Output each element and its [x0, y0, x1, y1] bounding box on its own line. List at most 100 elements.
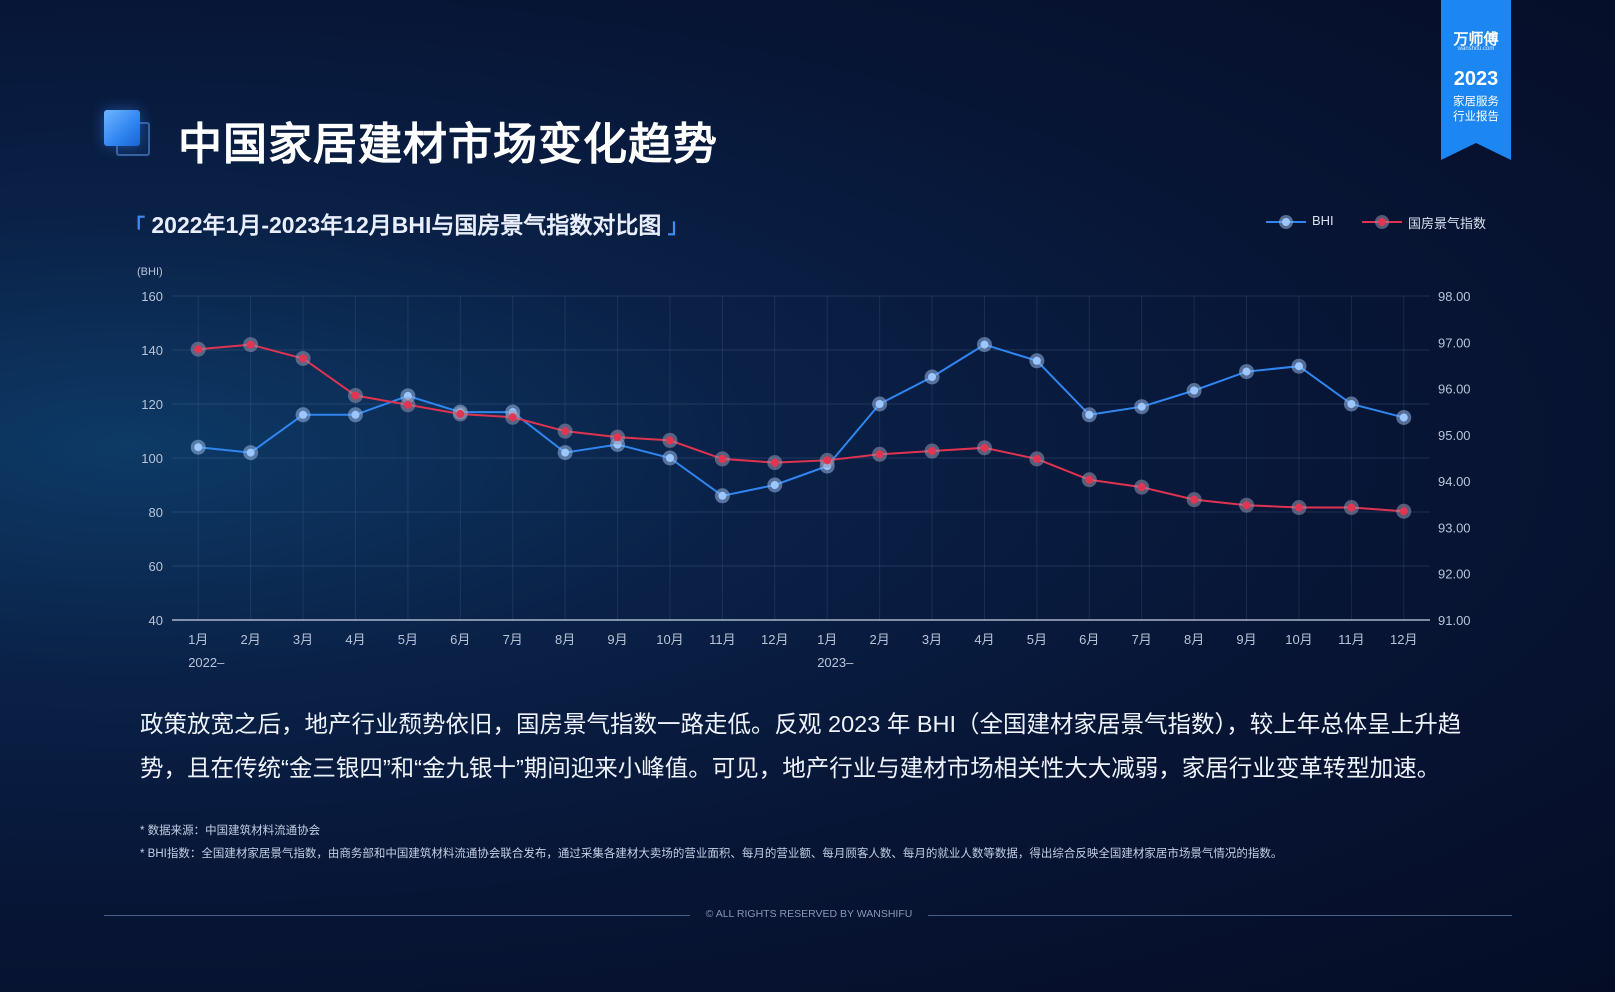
y-right-tick-label: 96.00	[1438, 382, 1471, 397]
point-dot-gf	[508, 413, 517, 422]
axis-layer: 40 60 80 100 120 140 160 91.00 92.00 93.00 94.00 95…	[137, 266, 1471, 670]
title-bracket-open: 「	[125, 216, 145, 238]
y-left-tick-label: 120	[141, 397, 163, 412]
y-left-tick-label: 40	[149, 613, 163, 628]
footer-divider-right	[928, 915, 1512, 916]
copyright: © ALL RIGHTS RESERVED BY WANSHIFU	[705, 908, 913, 920]
chart-title-text: 2022年1月-2023年12月BHI与国房景气指数对比图	[151, 212, 662, 238]
line-chart: 40 60 80 100 120 140 160 91.00 92.00 93.00 94.00 95…	[137, 266, 1471, 670]
point-dot-bhi	[299, 410, 308, 419]
point-dot-bhi	[875, 400, 884, 408]
brand-url: wanshifu.com	[1457, 46, 1495, 52]
x-tick-label: 8月	[1184, 632, 1204, 647]
y-right-tick-label: 97.00	[1438, 335, 1471, 350]
point-gf	[295, 350, 311, 366]
y-right-tick-label: 91.00	[1438, 613, 1471, 628]
series-layer	[190, 337, 1412, 519]
point-dot-bhi	[1032, 356, 1041, 365]
point-gf	[400, 397, 416, 413]
y-left-unit-label: (BHI)	[137, 266, 163, 278]
point-bhi	[976, 337, 992, 353]
point-dot-gf	[1399, 507, 1408, 516]
x-tick-label: 12月	[1390, 632, 1417, 647]
point-dot-gf	[246, 340, 255, 349]
point-gf	[1343, 500, 1359, 516]
note-bhi-definition: * BHI指数：全国建材家居景气指数，由商务部和中国建筑材料流通协会联合发布，通…	[140, 848, 1283, 860]
x-tick-label: 10月	[1285, 632, 1312, 647]
x-tick-label: 1月	[817, 632, 837, 647]
brand-logo-text: 万师傅	[1453, 31, 1499, 48]
series-line-gf	[198, 343, 1404, 513]
point-bhi	[662, 450, 678, 466]
point-dot-bhi	[980, 340, 989, 349]
description-text: 政策放宽之后，地产行业颓势依旧，国房景气指数一路走低。反观 2023 年 BHI…	[140, 711, 1462, 781]
point-dot-bhi	[1294, 362, 1303, 371]
x-year-label: 2023–	[817, 655, 854, 670]
x-tick-label: 5月	[398, 632, 418, 647]
point-dot-gf	[823, 456, 832, 465]
point-gf	[872, 446, 888, 462]
report-name-line2: 行业报告	[1453, 111, 1499, 123]
point-gf	[924, 443, 940, 459]
x-tick-label: 10月	[656, 632, 683, 647]
point-dot-bhi	[1190, 386, 1199, 395]
point-dot-gf	[1190, 495, 1199, 504]
point-dot-bhi	[1137, 402, 1146, 411]
y-right-tick-label: 93.00	[1438, 520, 1471, 535]
y-left-tick-label: 60	[149, 559, 163, 574]
point-gf	[190, 341, 206, 357]
point-dot-bhi	[1085, 410, 1094, 419]
point-dot-bhi	[665, 454, 674, 462]
point-gf	[243, 337, 259, 353]
point-bhi	[714, 488, 730, 504]
x-tick-label: 4月	[974, 632, 994, 647]
point-gf	[1081, 472, 1097, 488]
point-dot-gf	[351, 391, 360, 400]
point-dot-bhi	[1347, 400, 1356, 408]
x-tick-label: 6月	[1079, 632, 1099, 647]
point-bhi	[295, 407, 311, 423]
point-gf	[610, 429, 626, 445]
point-dot-gf	[1085, 475, 1094, 484]
point-dot-gf	[718, 454, 727, 463]
point-dot-gf	[1347, 503, 1356, 512]
point-bhi	[1029, 353, 1045, 369]
point-dot-gf	[1242, 501, 1251, 510]
point-dot-gf	[875, 450, 884, 459]
x-tick-label: 3月	[922, 632, 942, 647]
point-bhi	[1239, 364, 1255, 380]
chart-title: 「 2022年1月-2023年12月BHI与国房景气指数对比图 」	[125, 206, 688, 240]
brand-ribbon: 万师傅 wanshifu.com 2023 家居服务 行业报告	[1441, 0, 1511, 160]
point-gf	[505, 409, 521, 425]
point-dot-gf	[1137, 483, 1146, 492]
series-line-bhi	[198, 343, 1405, 497]
y-left-tick-label: 160	[141, 289, 163, 304]
legend-bhi-marker-icon	[1266, 215, 1306, 229]
x-tick-label: 7月	[503, 632, 523, 647]
page-title: 中国家居建材市场变化趋势	[178, 120, 718, 169]
title-bracket-close: 」	[667, 216, 688, 238]
point-dot-bhi	[718, 491, 727, 500]
footer-divider-left	[104, 915, 690, 916]
point-dot-gf	[665, 436, 674, 445]
note-source: * 数据来源：中国建筑材料流通协会	[140, 825, 321, 837]
y-right-tick-label: 98.00	[1438, 289, 1471, 304]
point-bhi	[1396, 410, 1412, 425]
point-dot-gf	[613, 433, 622, 442]
point-dot-bhi	[246, 448, 255, 457]
point-gf	[1291, 500, 1307, 516]
x-tick-label: 11月	[709, 632, 736, 647]
x-year-label: 2022–	[188, 655, 225, 670]
point-gf	[1134, 479, 1150, 495]
point-gf	[1029, 451, 1045, 467]
x-tick-label: 3月	[293, 632, 313, 647]
legend-gf-label: 国房景气指数	[1408, 216, 1487, 231]
y-left-tick-label: 140	[141, 343, 163, 358]
legend-bhi-label: BHI	[1312, 213, 1334, 228]
point-dot-bhi	[561, 448, 570, 457]
point-dot-gf	[194, 345, 203, 354]
report-name-line1: 家居服务	[1453, 96, 1499, 108]
point-dot-bhi	[928, 373, 937, 381]
point-bhi	[1186, 383, 1202, 398]
point-dot-gf	[456, 410, 465, 419]
